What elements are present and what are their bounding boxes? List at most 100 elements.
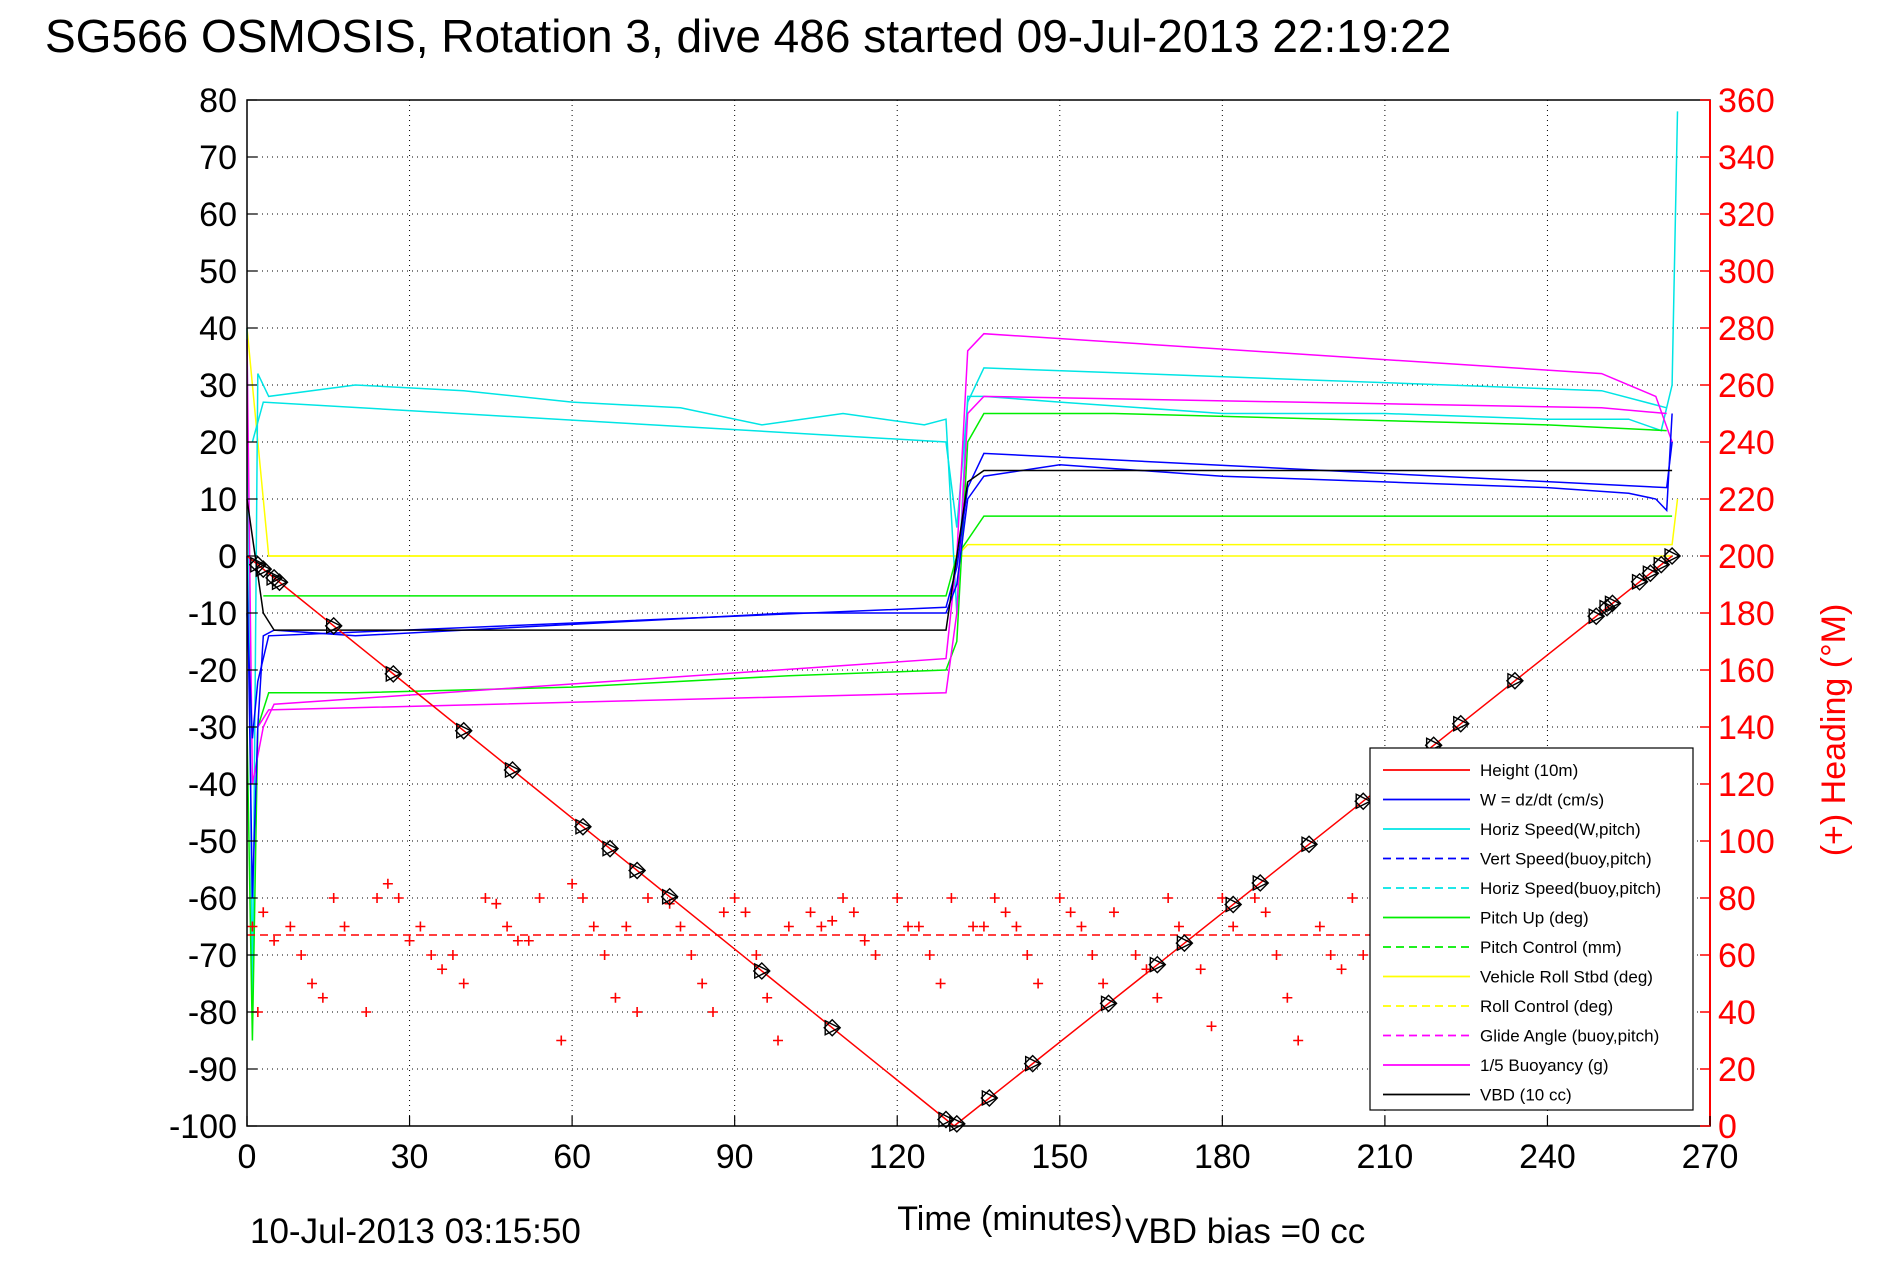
heading-point	[1206, 1021, 1217, 1032]
height-marker-triangle	[981, 1089, 998, 1107]
heading-point	[968, 921, 979, 932]
height-marker-triangle	[1252, 874, 1269, 892]
height-marker-diamond	[947, 1114, 966, 1133]
x-axis-label: Time (minutes)	[897, 1200, 1122, 1238]
y-right-tick-label: 360	[1718, 82, 1775, 120]
heading-point	[686, 950, 697, 960]
heading-point	[946, 893, 957, 903]
heading-point	[437, 964, 448, 975]
height-marker-triangle	[1631, 573, 1649, 590]
x-tick-label: 180	[1194, 1138, 1251, 1176]
y-axis-right-ticks: 3603403203002802602402202001801601401201…	[1700, 82, 1775, 1146]
heading-point	[924, 950, 935, 960]
y-right-tick-label: 180	[1718, 595, 1775, 633]
heading-point	[556, 1035, 567, 1046]
y-tick-label: -40	[188, 766, 237, 804]
y-tick-label: -80	[188, 994, 237, 1032]
heading-point	[729, 893, 740, 903]
heading-point	[458, 978, 469, 989]
heading-point	[307, 978, 318, 989]
y-right-tick-label: 320	[1718, 196, 1775, 234]
y-right-tick-label: 120	[1718, 766, 1775, 804]
height-marker-triangle	[1642, 565, 1659, 582]
height-marker-diamond	[1603, 594, 1622, 613]
heading-point	[978, 921, 989, 932]
heading-point	[1065, 907, 1076, 918]
legend-label: Vehicle Roll Stbd (deg)	[1480, 968, 1653, 987]
y-axis-right-label: (+) Heading (°M)	[1815, 604, 1853, 857]
height-marker-diamond	[752, 961, 771, 980]
height-marker-diamond	[1148, 955, 1167, 974]
y-tick-label: 40	[199, 310, 237, 348]
height-marker-triangle	[271, 574, 289, 591]
heading-point	[1271, 950, 1282, 960]
x-tick-label: 150	[1031, 1138, 1088, 1176]
heading-point	[1336, 964, 1347, 975]
height-marker-triangle	[504, 761, 522, 779]
heading-point	[805, 907, 816, 918]
height-marker-diamond	[1175, 934, 1194, 953]
heading-point	[1325, 950, 1336, 960]
height-marker-diamond	[1300, 835, 1319, 854]
heading-point	[740, 907, 751, 918]
footer-vbd-bias: VBD bias =0 cc	[1125, 1212, 1365, 1251]
heading-point	[762, 992, 773, 1003]
legend-label: W = dz/dt (cm/s)	[1480, 791, 1604, 810]
height-marker-triangle	[1599, 599, 1616, 616]
heading-point	[1076, 921, 1087, 932]
y-right-tick-label: 140	[1718, 709, 1775, 747]
height-marker-triangle	[325, 617, 343, 635]
heading-point	[1108, 907, 1119, 918]
height-marker-triangle	[1149, 956, 1166, 973]
heading-point	[838, 893, 849, 903]
height-marker-triangle	[255, 560, 272, 578]
heading-point	[296, 950, 307, 960]
heading-point	[1033, 978, 1044, 989]
y-tick-label: 0	[218, 538, 237, 576]
heading-point	[697, 978, 708, 989]
height-marker-triangle	[1100, 995, 1118, 1012]
y-right-tick-label: 20	[1718, 1051, 1756, 1089]
heading-point	[816, 921, 827, 932]
height-marker-triangle	[1024, 1055, 1042, 1072]
height-marker-diamond	[384, 664, 403, 683]
height-marker-triangle	[754, 962, 771, 980]
height-marker-triangle	[250, 556, 267, 573]
y-right-tick-label: 280	[1718, 310, 1775, 348]
y-tick-label: -50	[188, 823, 237, 861]
heading-point	[718, 907, 729, 918]
x-tick-label: 270	[1682, 1138, 1739, 1176]
height-marker-diamond	[1598, 598, 1617, 617]
chart-title: SG566 OSMOSIS, Rotation 3, dive 486 star…	[45, 10, 1451, 62]
legend-label: Vert Speed(buoy,pitch)	[1480, 850, 1652, 869]
heading-point	[339, 921, 350, 932]
heading-point	[621, 921, 632, 932]
height-marker-diamond	[503, 761, 522, 780]
heading-point	[848, 907, 859, 918]
heading-point	[707, 1007, 718, 1017]
y-right-tick-label: 220	[1718, 481, 1775, 519]
heading-point	[1011, 921, 1022, 932]
height-marker-triangle	[1664, 547, 1681, 565]
heading-point	[415, 921, 426, 932]
height-marker-diamond	[601, 839, 620, 858]
legend-label: Pitch Up (deg)	[1480, 909, 1589, 928]
height-marker-triangle	[1301, 836, 1318, 853]
heading-point	[1000, 907, 1011, 918]
heading-point	[480, 893, 491, 903]
heading-point	[372, 893, 383, 903]
y-tick-label: 60	[199, 196, 237, 234]
heading-point	[1282, 992, 1293, 1003]
y-right-tick-label: 200	[1718, 538, 1775, 576]
y-tick-label: -100	[169, 1108, 237, 1146]
height-marker-diamond	[324, 616, 343, 635]
height-marker-triangle	[1355, 793, 1372, 810]
height-marker-triangle	[456, 722, 473, 739]
legend-label: Glide Angle (buoy,pitch)	[1480, 1027, 1659, 1046]
height-marker-diamond	[270, 573, 289, 592]
heading-point	[1173, 921, 1184, 932]
height-marker-diamond	[1224, 895, 1243, 914]
heading-point	[426, 950, 437, 960]
heading-point	[913, 921, 924, 932]
plot-area	[246, 99, 1711, 1133]
